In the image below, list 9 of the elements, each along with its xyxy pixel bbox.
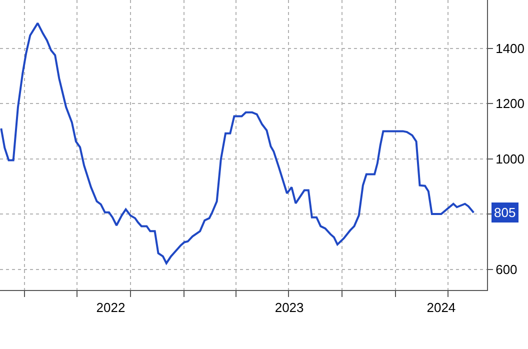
x-tick-label: 2022	[96, 300, 126, 315]
y-tick-label: 1200	[496, 96, 525, 112]
y-tick-label: 1400	[496, 40, 525, 56]
x-tick-label: 2024	[426, 300, 456, 315]
y-tick-label: 600	[496, 262, 518, 277]
x-tick-label: 2023	[274, 300, 304, 315]
y-tick-label: 1000	[496, 151, 525, 166]
annotation: 805	[494, 205, 516, 220]
line-series	[0, 22, 475, 264]
